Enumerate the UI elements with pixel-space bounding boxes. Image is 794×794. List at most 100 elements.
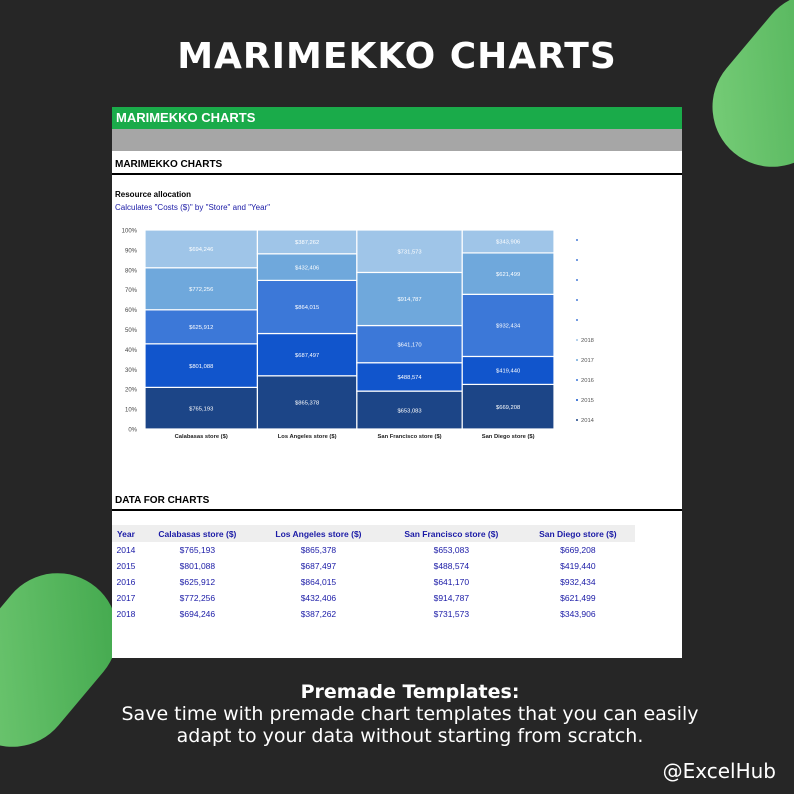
table-row: 2016 $625,912 $864,015 $641,170 $932,434 (112, 574, 635, 590)
table-cell: $731,573 (433, 609, 470, 619)
data-label: $687,497 (295, 353, 319, 359)
segment-2017 (356, 271, 463, 327)
legend-swatch-2014 (576, 419, 578, 421)
section-title-charts: MARIMEKKO CHARTS (115, 159, 223, 170)
segment-2017 (256, 253, 358, 281)
column-header: San Diego store ($) (520, 525, 635, 542)
table-cell: $653,083 (433, 545, 470, 555)
section-rule (112, 509, 682, 511)
legend-dot (576, 279, 578, 281)
table-cell: $914,787 (433, 593, 470, 603)
table-cell: $932,434 (560, 577, 596, 587)
y-tick-label: 40% (125, 348, 138, 354)
legend-swatch-2018 (576, 339, 578, 341)
segment-2014 (256, 375, 358, 430)
data-table: Year Calabasas store ($) Los Angeles sto… (112, 525, 635, 622)
legend-swatch-2015 (576, 399, 578, 401)
legend-swatch-2016 (576, 379, 578, 381)
table-cell: $801,088 (179, 561, 216, 571)
caption-title: Premade Templates: (300, 681, 520, 703)
table-cell: $772,256 (179, 593, 216, 603)
y-tick-label: 50% (125, 328, 138, 334)
table-row: 2018 $694,246 $387,262 $731,573 $343,906 (112, 606, 635, 622)
data-label: $864,015 (295, 305, 319, 311)
section-rule (112, 173, 682, 175)
segment-2014 (144, 386, 259, 430)
section-title-data: DATA FOR CHARTS (115, 495, 210, 506)
segment-2018 (144, 229, 259, 269)
table-cell: 2017 (116, 593, 136, 603)
y-tick-label: 60% (125, 308, 138, 314)
table-cell: $419,440 (560, 561, 596, 571)
table-cell: $387,262 (300, 609, 337, 619)
sheet-gray-band (112, 129, 682, 151)
data-label: $669,208 (496, 405, 520, 411)
table-cell: $864,015 (300, 577, 337, 587)
legend-dot (576, 259, 578, 261)
y-tick-label: 20% (125, 388, 138, 394)
data-label: $488,574 (397, 375, 422, 381)
segment-2015 (461, 355, 555, 386)
table-row: 2015 $801,088 $687,497 $488,574 $419,440 (112, 558, 635, 574)
table-cell: $694,246 (179, 609, 216, 619)
caption: Premade Templates: Save time with premad… (120, 681, 700, 747)
data-label: $932,434 (496, 324, 521, 330)
column-header: Year (112, 525, 140, 542)
table-cell: $765,193 (179, 545, 216, 555)
legend-label: 2014 (581, 418, 595, 424)
segment-2015 (256, 332, 358, 377)
table-cell: $343,906 (560, 609, 596, 619)
segment-2018 (461, 229, 555, 254)
legend-dot (576, 239, 578, 241)
legend-dot (576, 319, 578, 321)
data-label: $731,573 (397, 249, 421, 255)
segment-2016 (356, 324, 463, 364)
y-tick-label: 80% (125, 268, 138, 274)
y-tick-label: 90% (125, 248, 138, 254)
marimekko-chart: 0% 10% 20% 30% 40% 50% 60% 70% 80% 90% 100% $765,19… (122, 229, 595, 441)
data-label: $625,912 (189, 325, 213, 331)
table-cell: $641,170 (433, 577, 470, 587)
decorative-green-shape-top-right (687, 0, 794, 192)
table-row: 2017 $772,256 $432,406 $914,787 $621,499 (112, 590, 635, 606)
page-headline: MARIMEKKO CHARTS (177, 36, 617, 77)
x-category-label: Los Angeles store ($) (278, 434, 337, 440)
chart-title: Resource allocation (115, 190, 192, 199)
table-cell: 2016 (116, 577, 136, 587)
table-cell: $621,499 (560, 593, 596, 603)
legend-label: 2015 (581, 398, 594, 404)
legend-swatch-2017 (576, 359, 578, 361)
table-cell: $625,912 (179, 577, 216, 587)
segment-2018 (356, 229, 463, 274)
y-tick-label: 30% (125, 368, 138, 374)
table-cell: 2015 (116, 561, 136, 571)
table-cell: $432,406 (300, 593, 337, 603)
table-cell: $687,497 (300, 561, 337, 571)
table-cell: $865,378 (300, 545, 337, 555)
legend-label: 2016 (581, 378, 594, 384)
x-category-label: Calabasas store ($) (175, 434, 228, 440)
spreadsheet-screenshot: MARIMEKKO CHARTS MARIMEKKO CHARTS Resour… (112, 107, 682, 658)
data-label: $621,499 (496, 272, 520, 278)
table-cell: 2018 (116, 609, 136, 619)
data-label: $387,262 (295, 240, 319, 246)
column-header: Calabasas store ($) (139, 525, 255, 542)
table-cell: $669,208 (560, 545, 596, 555)
segment-2016 (256, 279, 358, 335)
data-label: $653,083 (397, 408, 421, 414)
brand-handle: @ExcelHub (662, 759, 776, 783)
segment-2014 (461, 383, 555, 430)
chart-subtitle: Calculates "Costs ($)" by "Store" and "Y… (115, 203, 271, 212)
data-label: $914,787 (397, 297, 421, 303)
y-tick-label: 100% (122, 229, 138, 235)
x-category-label: San Francisco store ($) (377, 434, 441, 440)
y-tick-label: 70% (125, 288, 138, 294)
column-header: San Francisco store ($) (381, 525, 521, 542)
segment-2016 (461, 293, 555, 358)
table-cell: $488,574 (433, 561, 470, 571)
y-tick-label: 10% (125, 408, 138, 414)
data-label: $432,406 (295, 265, 319, 271)
data-label: $765,193 (189, 406, 213, 412)
legend-label: 2018 (581, 338, 594, 344)
data-label: $641,170 (397, 342, 421, 348)
